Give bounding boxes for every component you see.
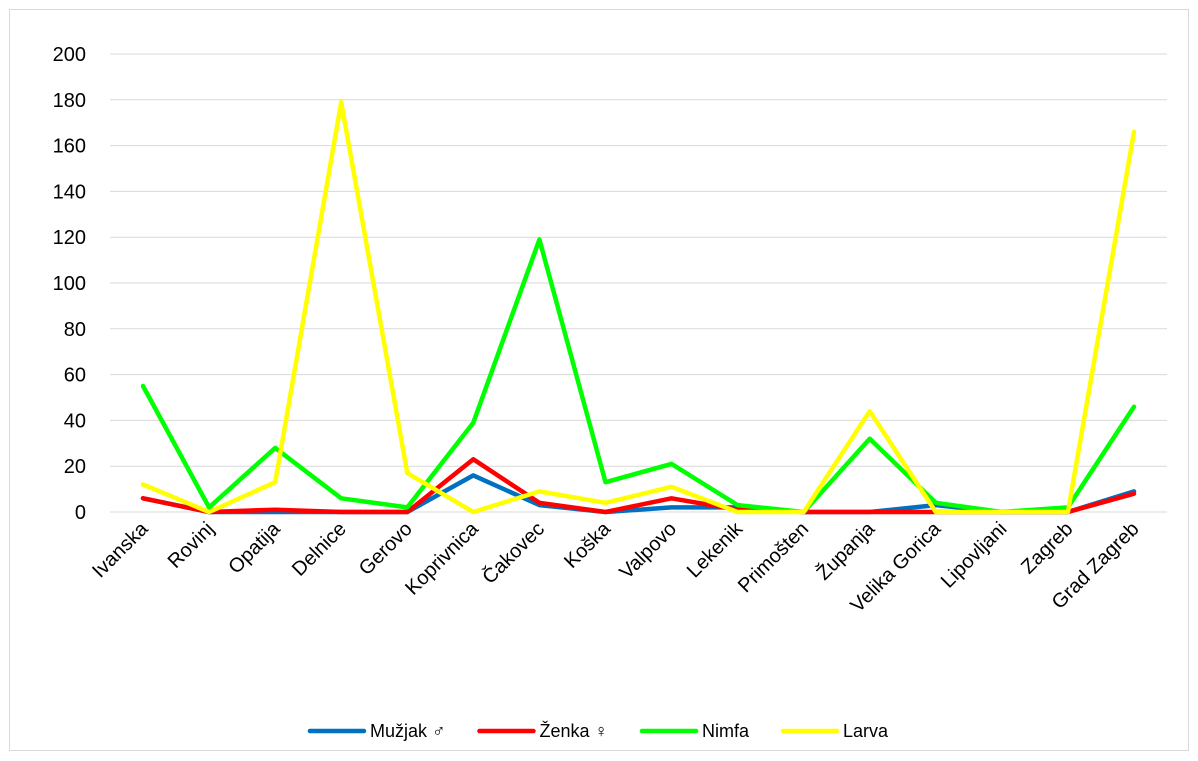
x-tick-label: Delnice — [288, 518, 351, 581]
x-tick-label: Županja — [812, 517, 880, 585]
x-tick-label: Valpovo — [615, 518, 681, 584]
y-tick-label: 60 — [64, 365, 86, 387]
series-line — [140, 99, 1137, 515]
legend-label: Mužjak ♂ — [370, 721, 446, 741]
series-line — [140, 457, 1137, 515]
y-axis-tick-labels: 0 20 40 60 80 100 120 140 160 180 200 — [53, 44, 86, 524]
x-tick-label: Ivanska — [88, 517, 153, 582]
x-tick-label: Opatija — [224, 517, 285, 578]
series-line — [140, 237, 1137, 515]
x-tick-label: Zagreb — [1017, 518, 1077, 578]
y-tick-label: 120 — [53, 227, 86, 249]
gridlines — [110, 53, 1167, 467]
y-tick-label: 80 — [64, 319, 86, 341]
x-tick-label: Lipovljani — [937, 518, 1012, 593]
x-tick-label: Rovinj — [164, 518, 219, 573]
x-axis-tick-labels: Ivanska Rovinj Opatija Delnice GerovoKoprivn… — [88, 517, 1143, 617]
x-tick-label: Čakovec — [478, 517, 549, 588]
chart-frame — [9, 9, 1189, 751]
y-tick-label: 180 — [53, 90, 86, 112]
y-tick-label: 160 — [53, 136, 86, 158]
y-tick-label: 100 — [53, 273, 86, 295]
y-tick-label: 20 — [64, 456, 86, 478]
y-tick-label: 40 — [64, 410, 86, 432]
x-tick-label: Lekenik — [683, 517, 748, 582]
x-tick-label: Primošten — [734, 518, 813, 597]
y-tick-label: 0 — [75, 502, 86, 524]
y-tick-label: 200 — [53, 44, 86, 66]
series-lines — [140, 99, 1137, 515]
legend-label: Nimfa — [702, 721, 750, 741]
y-tick-label: 140 — [53, 181, 86, 203]
legend-label: Larva — [843, 721, 889, 741]
legend-label: Ženka ♀ — [539, 721, 608, 741]
x-tick-label: Koprivnica — [401, 517, 483, 599]
x-tick-label: Gerovo — [355, 518, 417, 580]
x-tick-label: Koška — [560, 517, 615, 572]
legend: Mužjak ♂ Ženka ♀ Nimfa Larva — [307, 721, 889, 741]
